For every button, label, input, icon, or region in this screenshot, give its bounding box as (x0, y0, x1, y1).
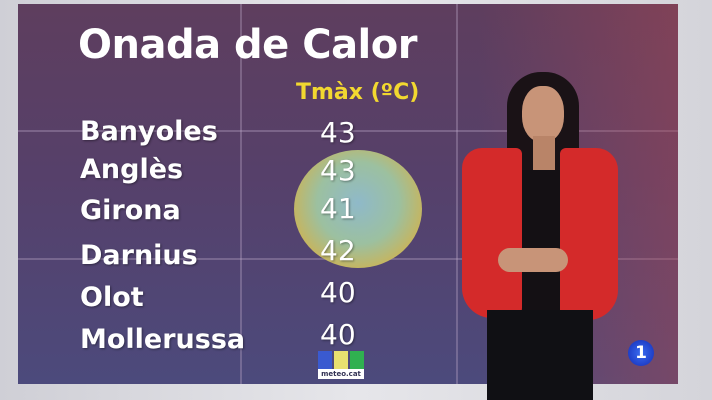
city-name: Girona (80, 195, 181, 226)
channel-logo: 1 (628, 340, 654, 366)
sun-icon (294, 150, 422, 268)
city-name: Anglès (80, 154, 184, 185)
tmax-value: 43 (320, 116, 356, 149)
city-name: Darnius (80, 240, 198, 271)
column-header: Tmàx (ºC) (296, 80, 420, 105)
meteo-logo: meteo.cat (318, 351, 364, 381)
city-name: Olot (80, 282, 144, 313)
city-name: Mollerussa (80, 324, 246, 355)
city-name: Banyoles (80, 116, 218, 147)
tmax-value: 41 (320, 192, 356, 225)
tmax-value: 42 (320, 234, 356, 267)
tmax-value: 40 (320, 318, 356, 351)
tmax-value: 40 (320, 276, 356, 309)
tmax-value: 43 (320, 154, 356, 187)
graphic-title: Onada de Calor (78, 22, 417, 68)
